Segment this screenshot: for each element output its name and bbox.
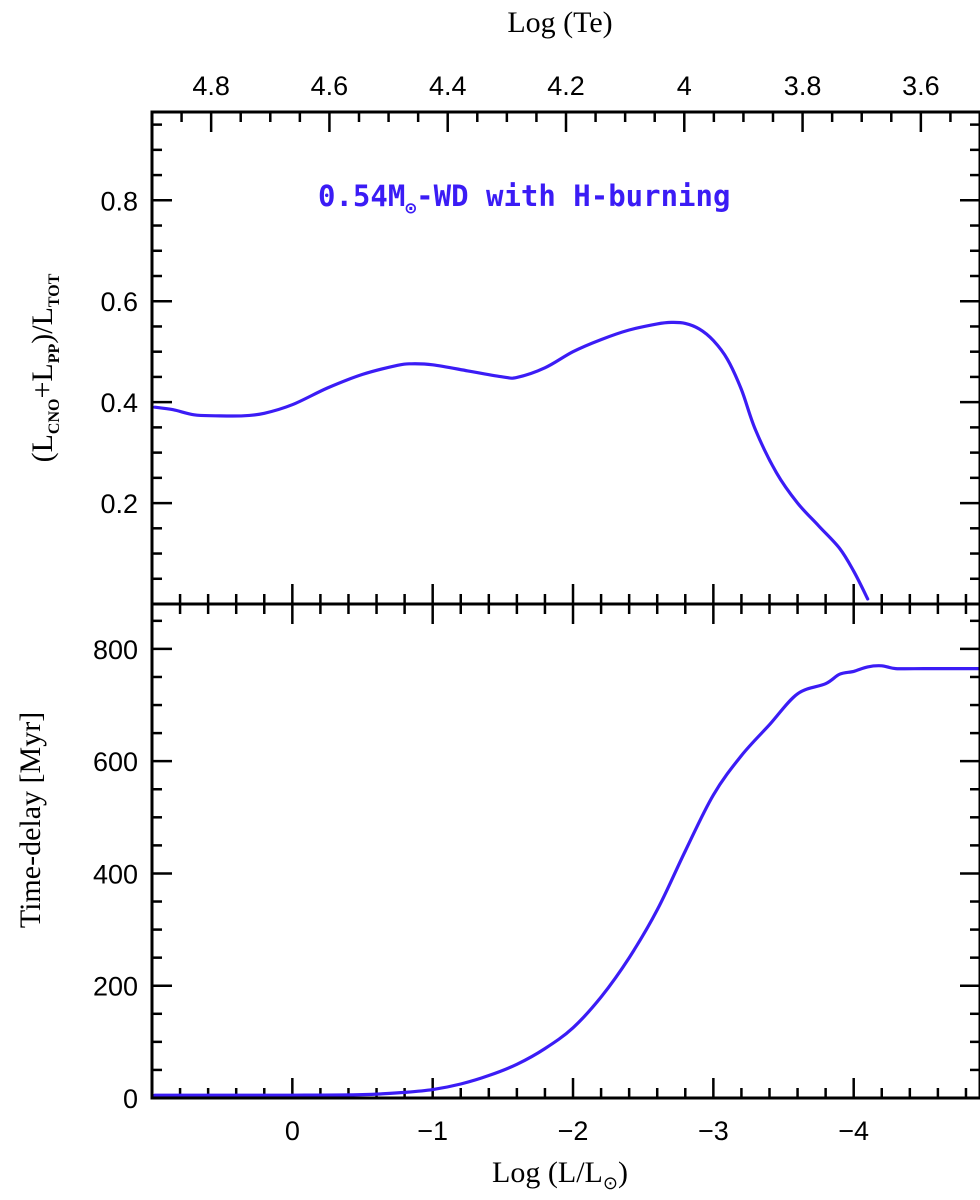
top-axis-tick-label: 4.2 xyxy=(547,71,585,101)
bottom-y-tick-label: 800 xyxy=(93,635,138,665)
top-y-tick-label: 0.2 xyxy=(100,489,138,519)
time-delay-curve xyxy=(153,664,980,1097)
top-axis-tick-label: 4.4 xyxy=(429,71,467,101)
panel-annotation: 0.54M⊙-WD with H-burning xyxy=(318,179,730,219)
top-y-tick-label: 0.6 xyxy=(100,287,138,317)
bottom-x-axis-title: Log (L/L⊙) xyxy=(492,1156,628,1193)
ylabel-open: (L xyxy=(26,434,59,462)
annotation-sun-symbol: ⊙ xyxy=(405,198,416,219)
ylabel-sub-tot: TOT xyxy=(46,273,63,307)
bottom-axis-tick-label: 0 xyxy=(285,1116,300,1146)
bottom-y-tick-label: 0 xyxy=(123,1084,138,1114)
bottom-panel-frame xyxy=(150,602,980,1100)
bottom-axis-tick-label: −3 xyxy=(698,1116,729,1146)
top-axis-tick-label: 4 xyxy=(677,71,692,101)
ylabel-mid: +L xyxy=(26,363,59,398)
top-y-axis-title: (LCNO+LPP)/LTOT xyxy=(26,273,63,462)
top-axis-title: Log (Te) xyxy=(507,6,612,39)
bottom-axis-tick-label: −2 xyxy=(558,1116,589,1146)
top-axis-tick-labels: 4.8 4.6 4.4 4.2 4 3.8 3.6 xyxy=(192,71,939,101)
bottom-y-axis-title: Time-delay [Myr] xyxy=(14,712,47,928)
annotation-text: -WD with H-burning xyxy=(416,179,730,213)
top-axis-tick-label: 3.6 xyxy=(902,71,940,101)
top-y-tick-label: 0.4 xyxy=(100,388,138,418)
bottom-axis-tick-label: −4 xyxy=(838,1116,869,1146)
annotation-mass: 0.54M xyxy=(318,179,405,213)
axis-ticks xyxy=(150,112,980,1100)
xlabel-pre: Log (L/L xyxy=(492,1156,603,1189)
data-curves xyxy=(153,320,980,1097)
bottom-y-tick-label: 600 xyxy=(93,747,138,777)
top-axis-tick-label: 3.8 xyxy=(784,71,822,101)
ylabel-sub-cno: CNO xyxy=(46,399,63,435)
top-y-tick-label: 0.8 xyxy=(100,186,138,216)
bottom-y-tick-label: 400 xyxy=(93,859,138,889)
xlabel-sun-symbol: ⊙ xyxy=(603,1173,618,1193)
bottom-y-tick-label: 200 xyxy=(93,972,138,1002)
top-axis-tick-label: 4.8 xyxy=(192,71,230,101)
xlabel-post: ) xyxy=(618,1156,628,1189)
ylabel-close: )/L xyxy=(26,307,59,344)
bottom-axis-tick-label: −1 xyxy=(417,1116,448,1146)
axis-tick-labels: 0 −1 −2 −3 −4 0.2 0.4 0.6 0.8 0 200 400 600 800 xyxy=(93,186,869,1146)
top-axis-tick-label: 4.6 xyxy=(311,71,349,101)
hburning-fraction-curve xyxy=(153,320,870,601)
ylabel-sub-pp: PP xyxy=(46,344,63,364)
